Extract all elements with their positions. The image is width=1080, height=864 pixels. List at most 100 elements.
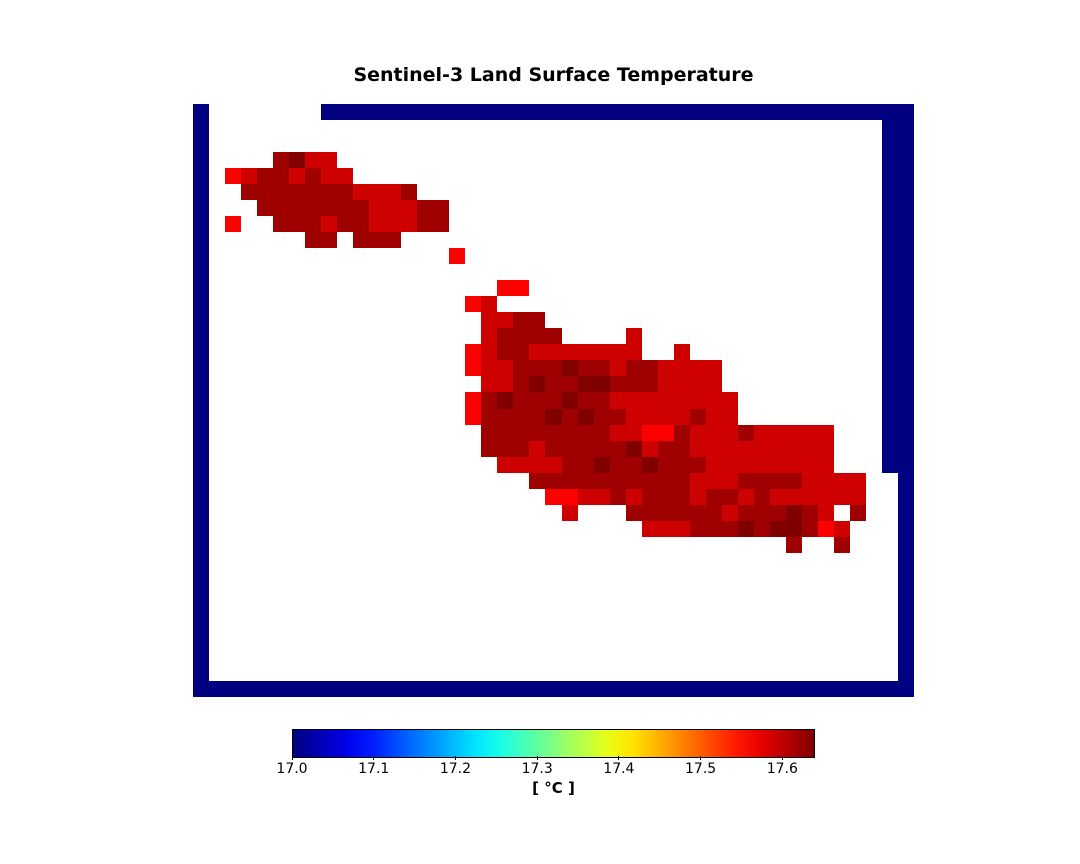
lst-cell <box>674 392 690 409</box>
lst-cell <box>353 232 369 248</box>
lst-cell <box>562 425 578 441</box>
lst-cell <box>289 200 305 216</box>
nodata-cell <box>802 681 818 697</box>
nodata-cell <box>193 200 209 216</box>
nodata-cell <box>449 104 465 120</box>
lst-cell <box>594 457 610 473</box>
nodata-cell <box>193 232 209 248</box>
lst-cell <box>545 425 562 441</box>
nodata-cell <box>882 360 898 376</box>
nodata-cell <box>898 296 914 312</box>
nodata-cell <box>658 104 674 120</box>
lst-cell <box>674 425 690 441</box>
colorbar-tick-mark <box>536 756 538 760</box>
nodata-cell <box>898 473 914 489</box>
lst-cell <box>738 425 754 441</box>
lst-cell <box>818 505 834 521</box>
lst-cell <box>642 457 658 473</box>
lst-cell <box>738 441 754 457</box>
lst-cell <box>305 168 321 184</box>
nodata-cell <box>626 104 642 120</box>
lst-cell <box>642 409 658 425</box>
lst-cell <box>497 312 513 328</box>
nodata-cell <box>193 392 209 409</box>
lst-cell <box>642 489 658 505</box>
lst-cell <box>578 489 594 505</box>
nodata-cell <box>882 296 898 312</box>
lst-cell <box>674 344 690 360</box>
nodata-cell <box>866 681 882 697</box>
lst-cell <box>690 473 706 489</box>
lst-cell <box>754 441 770 457</box>
lst-cell <box>786 521 802 537</box>
lst-cell <box>802 505 818 521</box>
lst-cell <box>754 457 770 473</box>
lst-cell <box>786 489 802 505</box>
lst-cell <box>738 521 754 537</box>
nodata-cell <box>898 681 914 697</box>
lst-cell <box>241 184 257 200</box>
nodata-cell <box>417 681 433 697</box>
nodata-cell <box>401 104 417 120</box>
lst-cell <box>562 360 578 376</box>
lst-cell <box>802 521 818 537</box>
lst-cell <box>786 537 802 553</box>
nodata-cell <box>882 681 898 697</box>
nodata-cell <box>898 569 914 585</box>
lst-cell <box>578 344 594 360</box>
nodata-cell <box>337 104 353 120</box>
lst-cell <box>594 489 610 505</box>
nodata-cell <box>882 152 898 168</box>
lst-cell <box>706 505 722 521</box>
lst-cell <box>562 505 578 521</box>
lst-cell <box>626 360 642 376</box>
nodata-cell <box>193 376 209 392</box>
colorbar-tick-label: 17.2 <box>439 761 472 777</box>
lst-cell <box>321 200 337 216</box>
nodata-cell <box>674 104 690 120</box>
lst-cell <box>594 441 610 457</box>
nodata-cell <box>193 409 209 425</box>
lst-cell <box>674 376 690 392</box>
lst-cell <box>529 473 545 489</box>
lst-cell <box>786 505 802 521</box>
lst-cell <box>690 489 706 505</box>
lst-cell <box>850 473 866 489</box>
lst-cell <box>513 280 529 296</box>
lst-cell <box>481 360 497 376</box>
lst-cell <box>706 521 722 537</box>
nodata-cell <box>898 360 914 376</box>
colorbar-ticks: 17.0 17.1 17.2 17.3 17.4 17.5 17.6 <box>276 756 815 777</box>
nodata-cell <box>770 681 786 697</box>
lst-cell <box>770 457 786 473</box>
lst-cell <box>225 168 241 184</box>
nodata-cell <box>321 681 337 697</box>
lst-cell <box>321 152 337 168</box>
nodata-cell <box>882 200 898 216</box>
nodata-cell <box>193 312 209 328</box>
lst-cell <box>497 425 513 441</box>
nodata-cell <box>562 104 578 120</box>
lst-cell <box>642 473 658 489</box>
lst-cell <box>401 184 417 200</box>
lst-cell <box>658 441 674 457</box>
lst-cell <box>770 425 786 441</box>
lst-cell <box>337 200 353 216</box>
lst-cell <box>674 441 690 457</box>
lst-cell <box>497 392 513 409</box>
nodata-cell <box>898 489 914 505</box>
lst-cell <box>706 489 722 505</box>
lst-cell <box>658 392 674 409</box>
colorbar-tick-mark <box>373 756 375 760</box>
colorbar-label: [ °C ] <box>532 779 575 797</box>
lst-cell <box>626 344 642 360</box>
lst-cell <box>289 216 305 232</box>
nodata-cell <box>898 232 914 248</box>
lst-cell <box>658 521 674 537</box>
lst-cell <box>690 392 706 409</box>
lst-cell <box>706 392 722 409</box>
nodata-cell <box>882 409 898 425</box>
lst-cell <box>658 360 674 376</box>
lst-cell <box>642 425 658 441</box>
